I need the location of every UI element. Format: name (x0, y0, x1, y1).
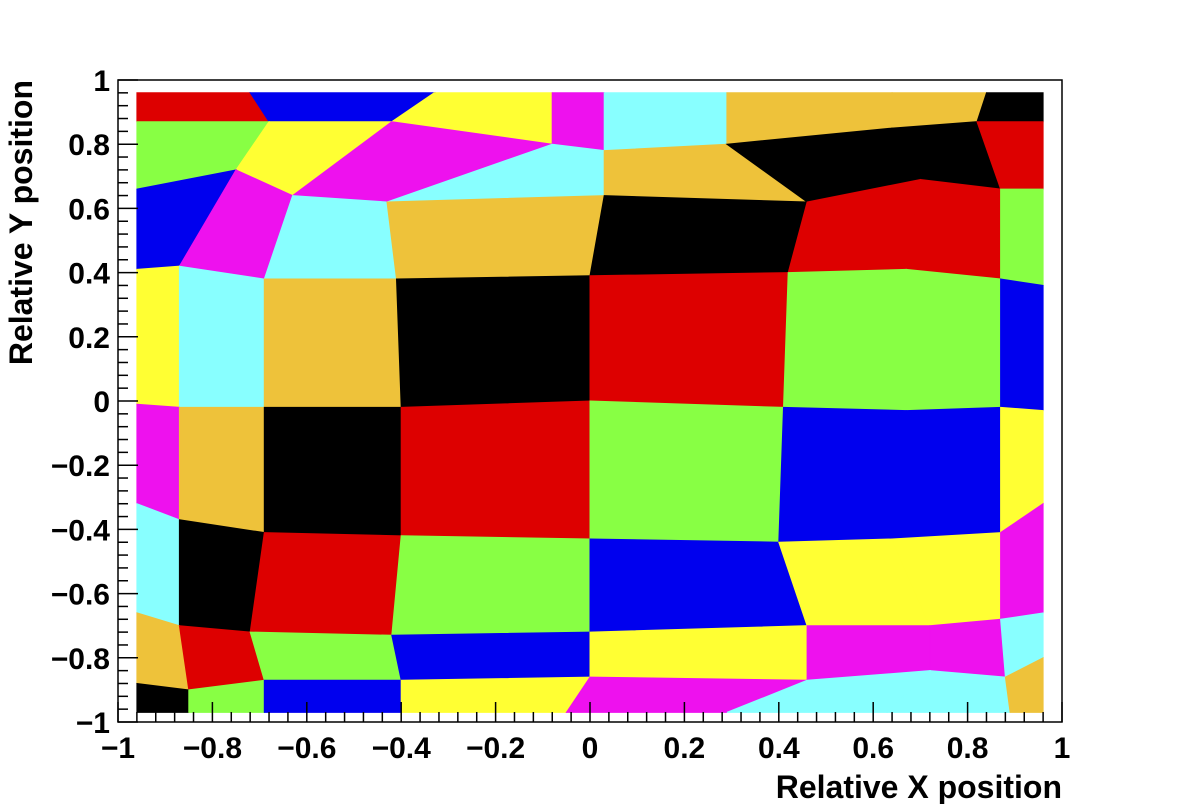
tile-r3-c4 (589, 272, 789, 408)
tile-r3-c1 (178, 265, 265, 408)
tile-r6-c3 (391, 631, 591, 681)
tile-r5-c0 (136, 502, 180, 627)
x-tick-label: −0.2 (466, 732, 525, 765)
tile-r2-c3 (386, 195, 605, 280)
tile-r5-c2 (249, 532, 402, 636)
y-axis-title: Relative Y position (3, 80, 39, 365)
x-tick-label: 0 (582, 732, 599, 765)
tile-r5-c3 (391, 535, 591, 636)
x-tick-label: 1 (1054, 732, 1071, 765)
tile-r6-c2 (249, 631, 402, 681)
tile-r0-c3 (551, 92, 605, 152)
x-tick-label: 0.8 (947, 732, 989, 765)
tile-r6-c4 (589, 625, 808, 681)
tile-r4-c6 (891, 406, 1002, 540)
tile-r3-c3 (395, 275, 591, 408)
tile-r2-c6 (905, 178, 1002, 280)
x-tick-label: −0.6 (277, 732, 336, 765)
tile-r6-c6 (929, 618, 1006, 678)
tile-r4-c3 (400, 400, 591, 540)
y-tick-label: 1 (93, 65, 110, 98)
tile-r4-c0 (136, 403, 180, 521)
y-tick-label: −1 (76, 707, 110, 740)
tile-r3-c0 (136, 265, 180, 408)
tile-r3-c6 (905, 268, 1002, 412)
tile-r5-c4 (589, 538, 808, 633)
y-tick-label: −0.6 (51, 579, 110, 612)
x-tick-label: 0.2 (664, 732, 706, 765)
y-tick-label: 0.4 (68, 258, 110, 291)
tile-r4-c2 (263, 406, 402, 537)
tile-r7-c2 (263, 679, 402, 713)
tile-r3-c7 (1000, 278, 1044, 412)
y-tick-label: 0.8 (68, 129, 110, 162)
tile-r4-c1 (178, 406, 265, 534)
tick-layer: −1 −0.8 −0.6 −0.4 −0.2 0 0.2 0.4 0.6 0.8 1 −1 −0.8 −0… (51, 65, 1071, 765)
tile-r0-c0 (136, 92, 270, 123)
x-tick-label: −1 (101, 732, 135, 765)
tile-r5-c1 (178, 519, 265, 633)
tile-r0-c7 (976, 92, 1044, 123)
x-tick-label: 0.6 (852, 732, 894, 765)
y-tick-label: 0.2 (68, 322, 110, 355)
tile-r3-c5 (782, 268, 907, 412)
tile-r2-c7 (1000, 188, 1044, 286)
tile-r0-c4 (603, 92, 728, 152)
x-tick-label: −0.8 (183, 732, 242, 765)
y-tick-label: 0.6 (68, 193, 110, 226)
x-tick-label: −0.4 (372, 732, 432, 765)
x-tick-label: 0.4 (758, 732, 800, 765)
y-tick-label: 0 (93, 386, 110, 419)
tile-r4-c4 (589, 400, 785, 543)
tile-r3-c2 (263, 278, 402, 408)
x-axis-title: Relative X position (776, 769, 1062, 804)
tile-r2-c4 (589, 195, 808, 277)
y-tick-label: −0.2 (51, 450, 110, 483)
tile-r4-c5 (778, 406, 907, 543)
tile-layer (136, 92, 1044, 713)
y-tick-label: −0.4 (51, 514, 111, 547)
y-tick-label: −0.8 (51, 643, 110, 676)
